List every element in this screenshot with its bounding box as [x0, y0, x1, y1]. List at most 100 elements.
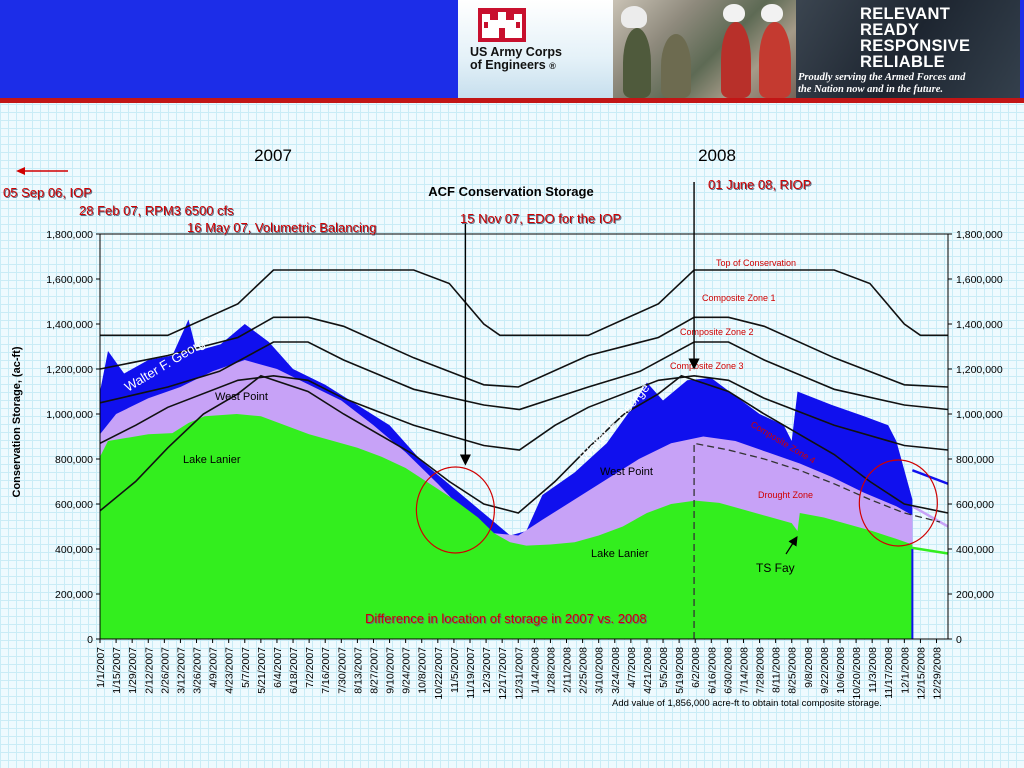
y-tick-label-right: 1,000,000	[956, 409, 1003, 421]
x-tick-label: 9/22/2008	[819, 647, 831, 694]
x-tick-label: 12/29/2008	[932, 647, 944, 700]
forecast-line-2	[911, 505, 949, 528]
ts-fay-label: TS Fay	[756, 561, 795, 575]
banner-blue-band-right	[1020, 0, 1024, 98]
header-banner: US Army Corps of Engineers ® RELEVANT RE…	[0, 0, 1024, 104]
x-tick-label: 4/7/2008	[626, 647, 638, 688]
composite-zone-4-line	[99, 374, 949, 514]
x-tick-label: 12/31/2007	[513, 647, 525, 700]
x-tick-label: 11/5/2007	[449, 647, 461, 693]
x-tick-label: 7/28/2008	[755, 647, 767, 694]
x-tick-label: 11/19/2007	[465, 647, 477, 699]
y-tick-label: 1,200,000	[46, 364, 93, 376]
y-tick-label: 600,000	[55, 499, 93, 511]
slogan-panel: RELEVANT READY RESPONSIVE RELIABLE Proud…	[796, 0, 1020, 98]
registered-mark: ®	[549, 61, 556, 71]
x-tick-label: 1/28/2008	[545, 647, 557, 694]
x-tick-label: 12/3/2007	[481, 647, 493, 694]
west-point-label-2007: West Point	[215, 391, 268, 403]
y-tick-label: 0	[87, 634, 93, 646]
y-tick-label-right: 1,800,000	[956, 229, 1003, 241]
x-tick-label: 11/3/2008	[867, 647, 879, 693]
x-tick-label: 5/5/2008	[658, 647, 670, 688]
ts-fay-arrow	[785, 535, 798, 555]
x-tick-label: 10/6/2008	[835, 647, 847, 694]
svg-text:01 June 08, RIOP: 01 June 08, RIOP	[709, 178, 812, 193]
organization-name: US Army Corps of Engineers ®	[470, 46, 610, 73]
y-tick-label: 1,600,000	[46, 274, 93, 286]
lake-lanier-area	[100, 414, 913, 639]
x-tick-label: 9/10/2007	[385, 647, 397, 694]
svg-text:16 May 07, Volumetric Balancin: 16 May 07, Volumetric Balancing	[188, 221, 377, 236]
x-tick-label: 2/11/2008	[562, 647, 574, 693]
y-tick-label: 1,000,000	[46, 409, 93, 421]
x-tick-label: 12/1/2008	[899, 647, 911, 694]
footnote: Add value of 1,856,000 acre-ft to obtain…	[612, 698, 882, 709]
x-tick-label: 1/14/2008	[529, 647, 541, 694]
composite-zone-2-label: Composite Zone 2	[680, 327, 754, 337]
annotation-edo: 15 Nov 07, EDO for the IOP	[460, 211, 621, 226]
x-tick-label: 12/15/2008	[915, 647, 927, 700]
y-tick-label-right: 1,200,000	[956, 364, 1003, 376]
x-tick-label: 7/2/2007	[304, 647, 316, 688]
composite-zone-1-label: Composite Zone 1	[702, 293, 776, 303]
conservation-storage-chart: Lake Lanier Lake Lanier West Point West Poi…	[3, 146, 1003, 709]
year-label-2007: 2007	[254, 146, 292, 165]
x-tick-label: 5/21/2007	[256, 647, 268, 694]
y-tick-label: 400,000	[55, 544, 93, 556]
x-tick-label: 3/12/2007	[175, 647, 187, 694]
year-label-2008: 2008	[698, 146, 736, 165]
y-tick-label-right: 1,400,000	[956, 319, 1003, 331]
x-tick-label: 7/16/2007	[320, 647, 332, 694]
x-tick-label: 5/19/2008	[674, 647, 686, 694]
x-tick-label: 11/17/2008	[883, 647, 895, 699]
x-tick-label: 8/11/2008	[771, 647, 783, 693]
forecast-line-3	[912, 546, 949, 555]
slogan-text: RELEVANT READY RESPONSIVE RELIABLE	[860, 5, 971, 71]
svg-text:Difference in location of stor: Difference in location of storage in 200…	[366, 612, 648, 627]
lake-lanier-label-2008: Lake Lanier	[591, 548, 649, 560]
y-tick-label: 800,000	[55, 454, 93, 466]
y-tick-label-right: 600,000	[956, 499, 994, 511]
x-tick-label: 4/21/2008	[642, 647, 654, 694]
axes: 0 0 200,000 200,000 400,000 400,000 600,000 600…	[46, 229, 1003, 700]
annotation-riop: 01 June 08, RIOP	[708, 177, 811, 192]
annotation-rpm3: 28 Feb 07, RPM3 6500 cfs	[79, 203, 234, 218]
x-tick-label: 6/18/2007	[288, 647, 300, 694]
x-tick-label: 3/26/2007	[192, 647, 204, 694]
x-tick-label: 7/30/2007	[336, 647, 348, 694]
x-tick-label: 5/7/2007	[240, 647, 252, 688]
top-of-conservation-line	[100, 269, 948, 337]
composite-zone-3-line	[99, 374, 949, 451]
lake-lanier-label-2007: Lake Lanier	[183, 454, 241, 466]
composite-zone-3-label: Composite Zone 3	[670, 361, 744, 371]
x-tick-label: 7/14/2008	[738, 647, 750, 694]
x-tick-label: 6/4/2007	[272, 647, 284, 688]
x-tick-label: 6/16/2008	[706, 647, 718, 694]
x-tick-label: 2/12/2007	[143, 647, 155, 694]
x-tick-label: 1/29/2007	[127, 647, 139, 694]
banner-blue-band	[0, 0, 458, 98]
x-tick-label: 9/8/2008	[803, 647, 815, 688]
plot-area: Lake Lanier Lake Lanier West Point West Poi…	[99, 182, 949, 640]
x-tick-label: 8/13/2007	[352, 647, 364, 694]
x-tick-label: 1/1/2007	[95, 647, 107, 688]
x-tick-label: 10/20/2008	[851, 647, 863, 700]
x-tick-label: 1/15/2007	[111, 647, 123, 694]
engineers-photo	[613, 0, 796, 98]
usace-logo: US Army Corps of Engineers ®	[458, 0, 613, 98]
top-of-conservation-label: Top of Conservation	[716, 258, 796, 268]
x-tick-label: 10/22/2007	[433, 647, 445, 700]
x-tick-label: 8/25/2008	[787, 647, 799, 694]
x-tick-label: 2/26/2007	[159, 647, 171, 694]
chart-title: ACF Conservation Storage	[428, 184, 593, 199]
y-tick-label: 1,800,000	[46, 229, 93, 241]
svg-text:05 Sep 06, IOP: 05 Sep 06, IOP	[4, 186, 93, 201]
y-tick-label: 1,400,000	[46, 319, 93, 331]
x-tick-label: 6/2/2008	[690, 647, 702, 688]
x-tick-label: 6/30/2008	[722, 647, 734, 694]
y-axis-label: Conservation Storage, (ac-ft)	[11, 346, 23, 497]
highlight-circle-2	[858, 459, 938, 547]
forecast-line-1	[911, 469, 949, 485]
y-tick-label-right: 200,000	[956, 589, 994, 601]
